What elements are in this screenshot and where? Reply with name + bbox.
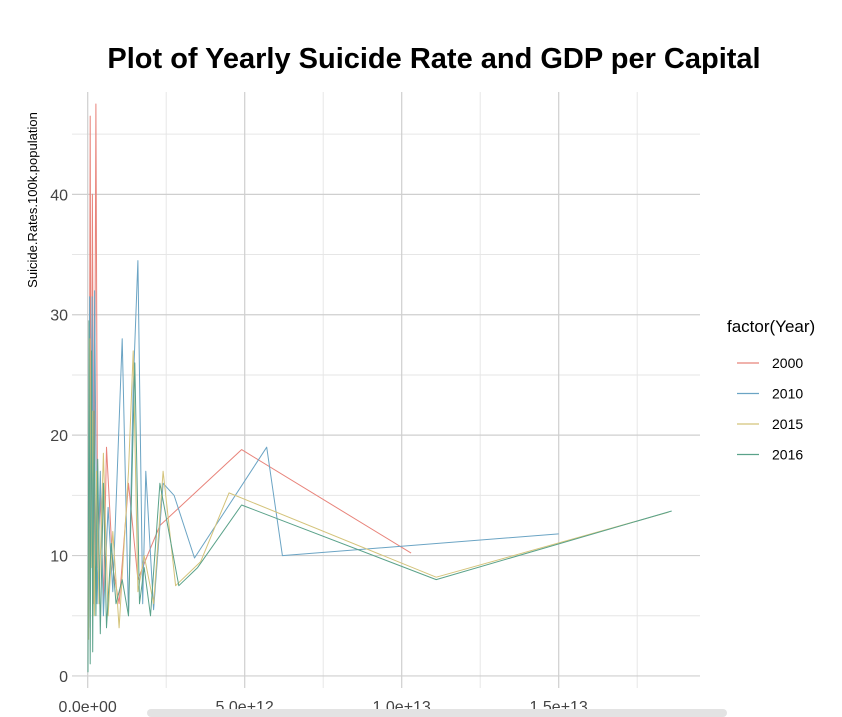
legend-items: 2000 2010 2015 2016 [737,355,803,463]
legend-label-2000: 2000 [772,355,803,371]
y-tick-labels: 0 10 20 30 40 [50,187,68,686]
horizontal-scrollbar[interactable] [147,709,727,717]
legend-label-2015: 2015 [772,416,803,432]
y-tick-label: 10 [50,549,68,566]
legend-title: factor(Year) [727,317,815,336]
series-line-2016 [87,320,672,673]
legend: factor(Year) 2000 2010 2015 2016 [727,317,815,463]
y-tick-label: 20 [50,428,68,445]
y-tick-label: 30 [50,308,68,325]
y-tick-label: 40 [50,187,68,204]
x-tick-label: 0.0e+00 [59,699,117,716]
chart-title: Plot of Yearly Suicide Rate and GDP per … [107,43,760,75]
series-group [87,103,672,673]
grid [72,92,700,688]
series-line-2015 [88,338,669,640]
legend-label-2016: 2016 [772,447,803,463]
legend-label-2010: 2010 [772,386,803,402]
y-tick-label: 0 [59,669,68,686]
y-axis-label: Suicide.Rates.100k.population [25,112,40,288]
